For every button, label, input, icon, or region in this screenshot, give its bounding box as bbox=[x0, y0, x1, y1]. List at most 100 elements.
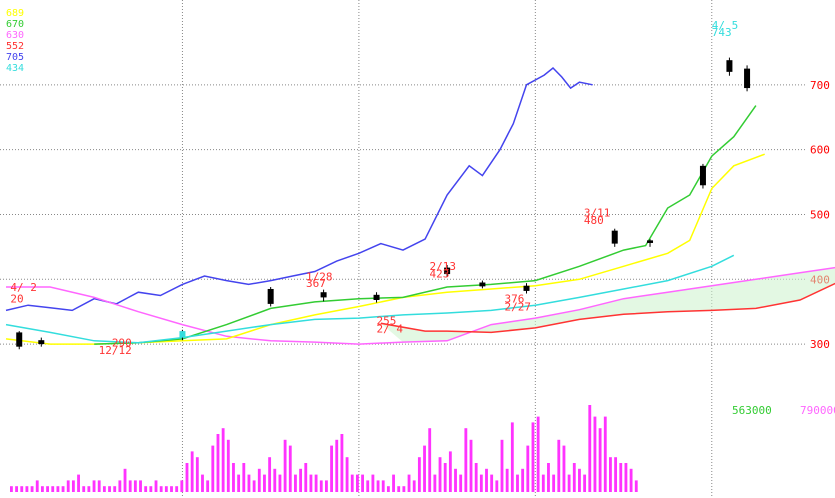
annotation-label: 1/28 bbox=[306, 271, 333, 284]
volume-bar bbox=[485, 468, 488, 492]
volume-bar bbox=[593, 416, 597, 492]
volume-bar bbox=[10, 486, 13, 492]
volume-bar bbox=[500, 439, 504, 492]
volume-bar bbox=[397, 486, 401, 492]
candle-body bbox=[744, 68, 751, 89]
series-line-1 bbox=[5, 66, 593, 312]
annotation-label: 2/13 bbox=[429, 260, 456, 273]
volume-bar bbox=[438, 457, 442, 492]
volume-bar bbox=[619, 463, 623, 492]
volume-bar bbox=[417, 457, 421, 492]
volume-bar bbox=[614, 457, 618, 492]
volume-bar bbox=[526, 445, 530, 492]
volume-bar bbox=[572, 463, 576, 492]
volume-bar bbox=[56, 486, 60, 492]
candle-body bbox=[726, 60, 733, 72]
volume-bar bbox=[108, 486, 111, 492]
volume-bar bbox=[536, 416, 540, 492]
y-tick-label: 500 bbox=[810, 208, 830, 221]
volume-bar bbox=[113, 486, 117, 492]
candle-body bbox=[38, 340, 45, 345]
annotation-label: 2/27 bbox=[504, 300, 531, 313]
volume-bar bbox=[128, 480, 132, 492]
volume-bar bbox=[263, 474, 266, 492]
volume-bar bbox=[433, 474, 437, 492]
volume-bar bbox=[505, 468, 509, 492]
volume-bar bbox=[428, 428, 432, 492]
volume-bar bbox=[454, 468, 457, 492]
volume-bar bbox=[629, 468, 633, 492]
volume-bar bbox=[603, 416, 607, 492]
series-line-6 bbox=[5, 254, 735, 344]
volume-bar bbox=[443, 463, 447, 492]
volume-bar bbox=[20, 486, 24, 492]
annotation-label: 367 bbox=[306, 277, 326, 290]
volume-bar bbox=[541, 474, 545, 492]
volume-bar bbox=[15, 486, 19, 492]
legend-entry-6: 434 bbox=[6, 63, 25, 74]
volume-bar bbox=[175, 486, 179, 492]
volume-bar bbox=[242, 463, 246, 492]
volume-bar bbox=[133, 480, 137, 492]
volume-bar bbox=[304, 463, 308, 492]
volume-bar bbox=[216, 434, 220, 492]
volume-bar bbox=[144, 486, 148, 492]
volume-bar bbox=[180, 480, 184, 492]
volume-label: 790000 bbox=[800, 404, 835, 417]
volume-bar bbox=[386, 486, 390, 492]
volume-bar bbox=[381, 480, 385, 492]
volume-bar bbox=[87, 486, 91, 492]
volume-bar bbox=[71, 480, 75, 492]
volume-bar bbox=[495, 480, 499, 492]
volume-bar bbox=[552, 474, 556, 492]
volume-bar bbox=[423, 445, 426, 492]
volume-bar bbox=[361, 474, 364, 492]
volume-bar bbox=[319, 480, 323, 492]
annotation-label: 20 bbox=[10, 293, 23, 306]
volume-bar bbox=[226, 439, 230, 492]
volume-bar bbox=[459, 474, 463, 492]
volume-bar bbox=[371, 474, 375, 492]
volume-bar bbox=[474, 463, 478, 492]
volume-bar bbox=[164, 486, 168, 492]
volume-bar bbox=[77, 474, 80, 492]
volume-bar bbox=[154, 480, 158, 492]
candle-body bbox=[320, 292, 327, 298]
candle-body bbox=[611, 230, 618, 244]
volume-bar bbox=[609, 457, 612, 492]
volume-bar bbox=[299, 468, 303, 492]
volume-bar bbox=[92, 480, 96, 492]
annotation-label: 2/ 4 bbox=[377, 322, 404, 335]
volume-bar bbox=[283, 439, 287, 492]
volume-bar bbox=[392, 474, 395, 492]
legend-entry-1: 689 bbox=[6, 8, 25, 19]
volume-bar bbox=[30, 486, 34, 492]
volume-bar bbox=[479, 474, 483, 492]
volume-bar bbox=[510, 422, 514, 492]
volume-bar bbox=[355, 474, 359, 492]
volume-bar bbox=[185, 463, 189, 492]
volume-bar bbox=[325, 480, 328, 492]
candle-body bbox=[373, 294, 380, 300]
volume-bar bbox=[547, 463, 550, 492]
volume-bar bbox=[118, 480, 122, 492]
legend-entry-2: 670 bbox=[6, 19, 25, 30]
volume-bar bbox=[448, 451, 452, 492]
chart-legend: 689 670 630 552 705 434 bbox=[6, 8, 24, 74]
volume-bar bbox=[211, 445, 215, 492]
candle-body bbox=[444, 267, 451, 275]
volume-bar bbox=[557, 439, 561, 492]
volume-bar bbox=[376, 480, 380, 492]
annotation-label: 743 bbox=[712, 26, 732, 39]
volume-bar bbox=[40, 486, 44, 492]
annotation-label: 4/ 5 bbox=[712, 19, 739, 32]
volume-bar bbox=[201, 474, 204, 492]
series-line-5 bbox=[94, 105, 757, 345]
volume-bar bbox=[232, 463, 235, 492]
volume-bar bbox=[464, 428, 468, 492]
volume-label: 563000 bbox=[732, 404, 772, 417]
volume-bar bbox=[237, 474, 241, 492]
volume-bar bbox=[61, 486, 65, 492]
series-line-2 bbox=[6, 266, 835, 345]
